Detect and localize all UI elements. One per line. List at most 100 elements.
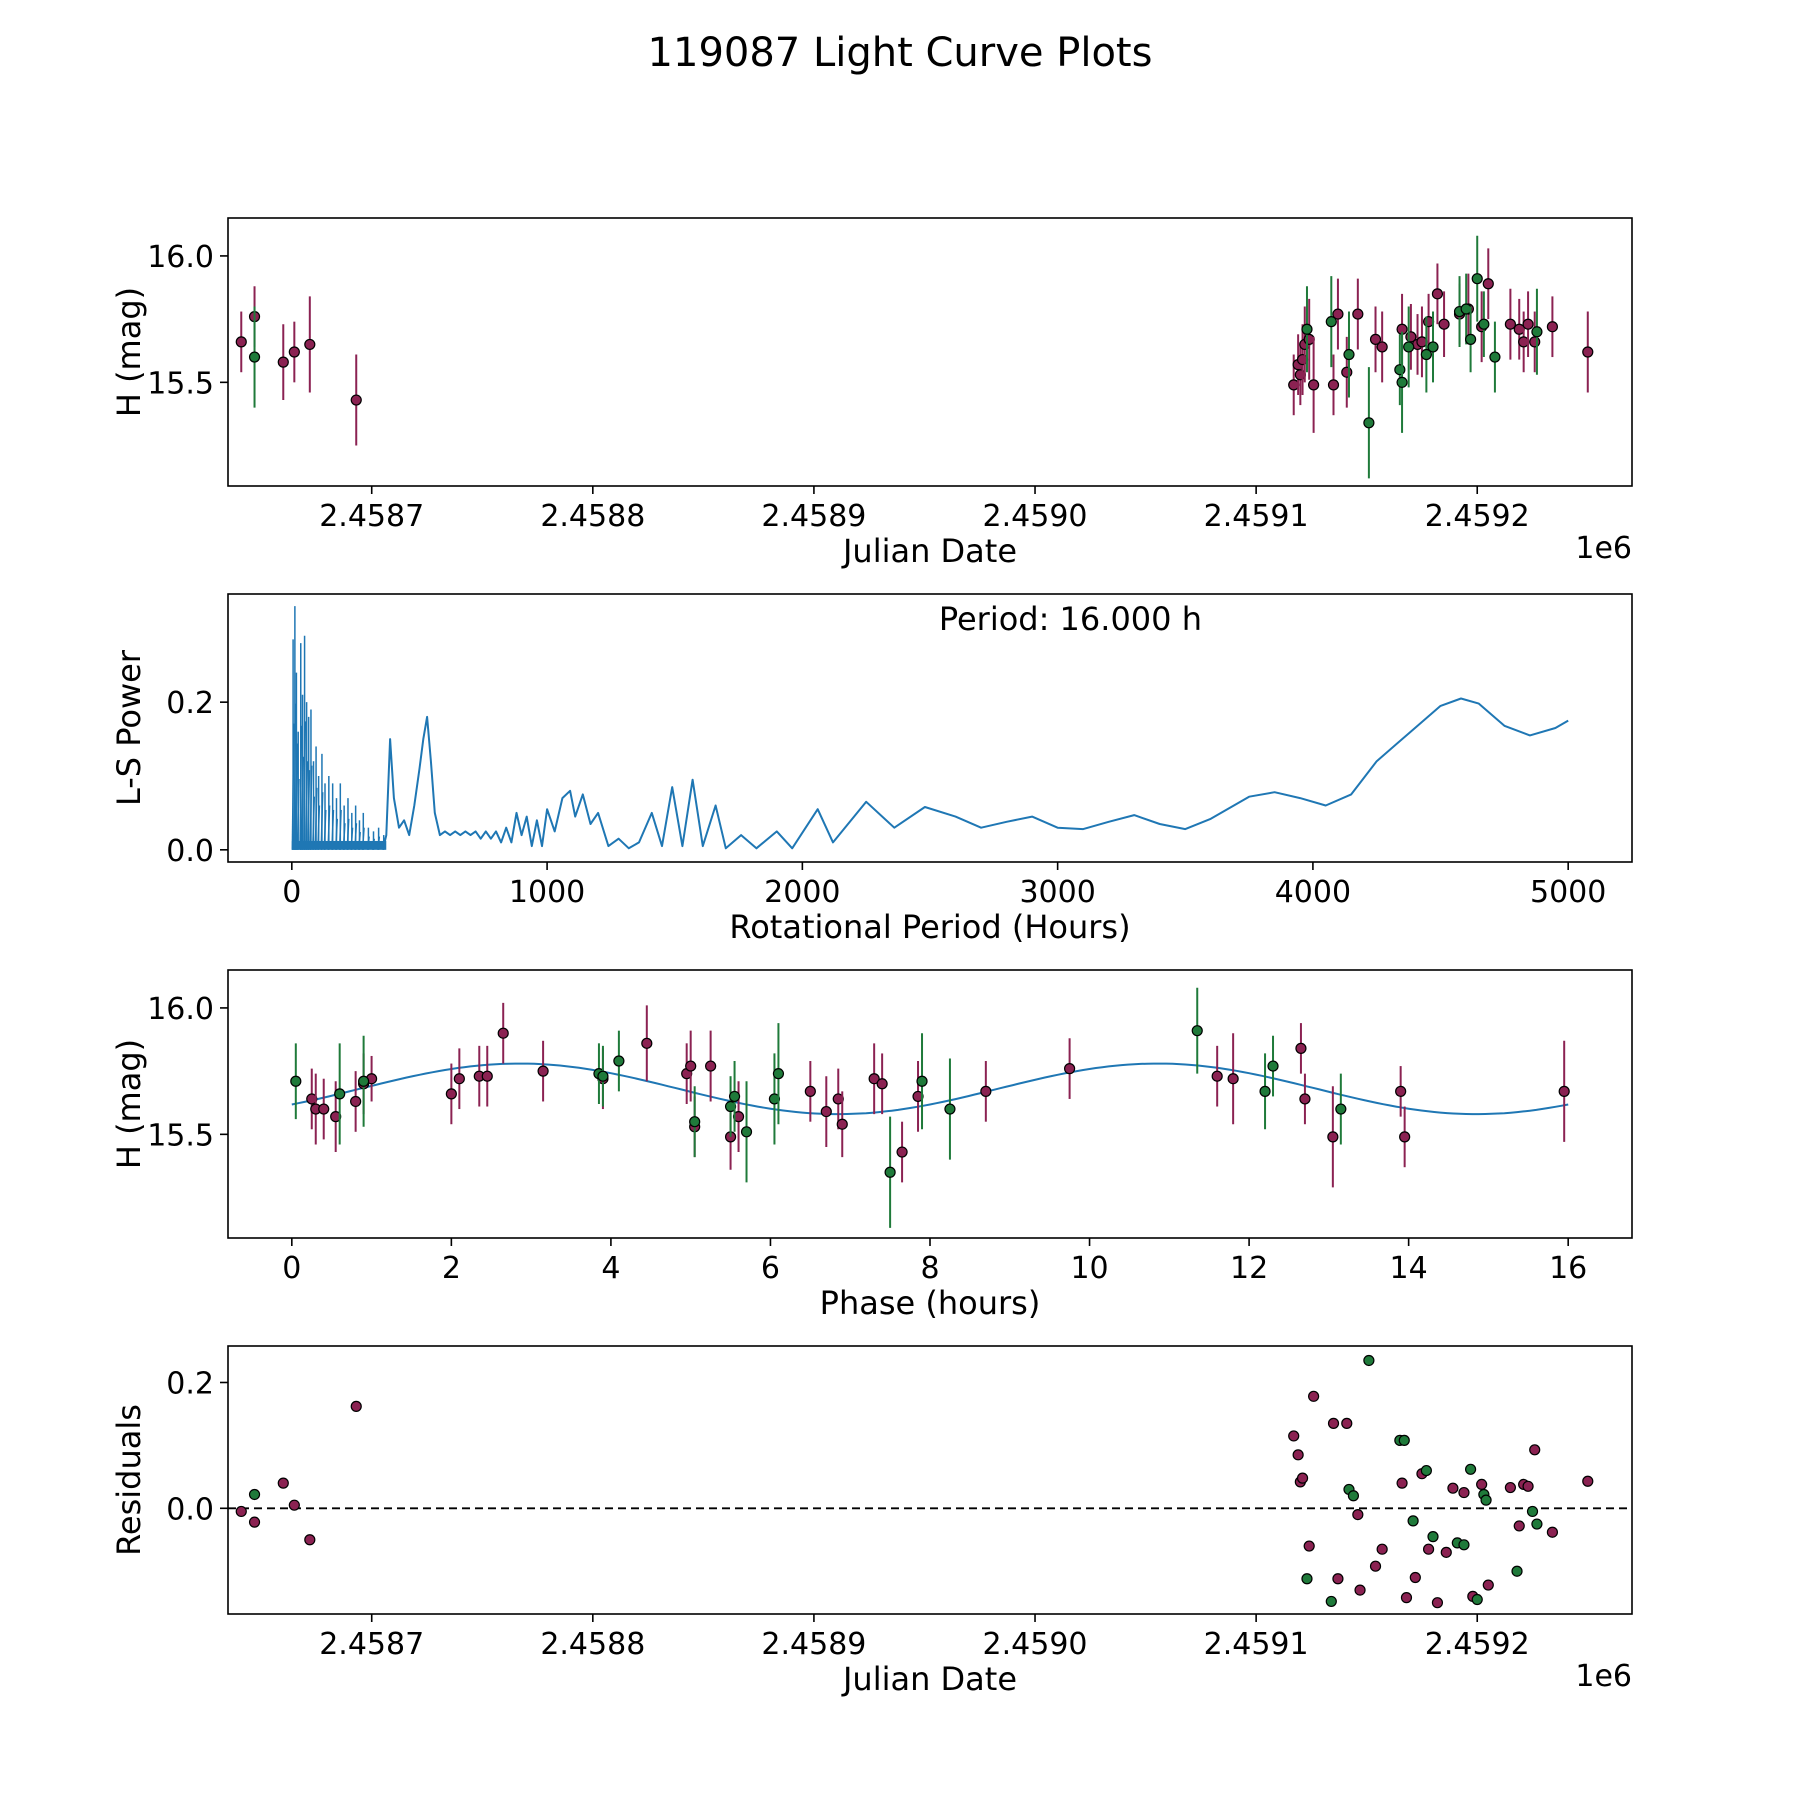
data-point	[481, 1070, 493, 1082]
data-point	[1325, 316, 1337, 328]
data-point	[1396, 376, 1408, 388]
data-point	[1227, 1073, 1239, 1085]
period-annotation: Period: 16.000 h	[939, 600, 1202, 638]
data-point	[1399, 1131, 1411, 1143]
data-point	[1546, 321, 1559, 333]
data-point	[1471, 1593, 1483, 1606]
data-point	[1327, 1417, 1340, 1429]
data-point	[497, 1027, 509, 1039]
data-point	[1531, 326, 1543, 338]
data-point	[1296, 1472, 1309, 1484]
data-point	[453, 1073, 465, 1085]
data-point	[1522, 318, 1534, 330]
data-point	[1267, 1060, 1279, 1072]
axes-frame	[227, 217, 1633, 487]
data-point	[1299, 1093, 1311, 1105]
data-point	[1363, 417, 1375, 429]
data-point	[1332, 308, 1344, 320]
plot-area	[290, 987, 1570, 1228]
y-tick-label: 15.5	[147, 366, 214, 401]
x-offset-label: 1e6	[1575, 531, 1632, 566]
series-filter-green	[248, 1354, 1543, 1608]
data-point	[1325, 1595, 1337, 1608]
data-point	[248, 1516, 261, 1528]
x-tick-label: 2.4589	[761, 1627, 866, 1662]
data-point	[1422, 1543, 1435, 1555]
data-point	[1064, 1063, 1076, 1075]
data-point	[288, 1499, 300, 1511]
data-point	[1369, 333, 1382, 345]
y-tick-label: 0.0	[166, 1492, 214, 1527]
data-point	[896, 1146, 908, 1158]
y-axis-label: H (mag)	[110, 1039, 148, 1169]
x-tick-label: 2.4591	[1204, 499, 1309, 534]
periodogram-spike	[307, 770, 311, 850]
series-filter-green	[248, 235, 1543, 479]
x-axis-label: Phase (hours)	[820, 1284, 1041, 1322]
periodogram-line	[382, 697, 1569, 850]
data-point	[1531, 1518, 1543, 1530]
x-tick-label: 2.4590	[983, 499, 1088, 534]
periodogram-spike	[309, 765, 313, 850]
data-point	[1295, 1042, 1307, 1054]
x-tick-label: 2.4589	[761, 499, 866, 534]
x-tick-label: 0	[282, 1251, 301, 1286]
data-point	[1464, 333, 1477, 345]
data-point	[334, 1088, 346, 1100]
periodogram-spike	[320, 792, 324, 850]
x-tick-label: 2.4588	[540, 1627, 645, 1662]
data-point	[1431, 288, 1444, 300]
data-point	[1211, 1070, 1223, 1082]
data-point	[1308, 1390, 1320, 1402]
data-point	[1546, 1526, 1559, 1538]
x-axis-label: Julian Date	[841, 532, 1017, 570]
data-point	[1420, 1464, 1432, 1477]
panel-residuals: 2.4587 2.4588 2.4589 2.4590 2.4591 2.4592 0.0 0…	[110, 1345, 1633, 1698]
x-axis-label: Rotational Period (Hours)	[729, 908, 1130, 946]
panel-phased-light-curve: 0 2 4 6 8 10 12 14 16 15.5 16.0 Phase (hours) H (mag…	[110, 969, 1633, 1322]
data-point	[832, 1093, 844, 1105]
data-point	[1335, 1103, 1347, 1115]
data-point	[1301, 1573, 1313, 1585]
x-tick-label: 16	[1549, 1251, 1587, 1286]
data-point	[1482, 278, 1494, 290]
data-point	[288, 346, 300, 358]
data-point	[290, 1075, 302, 1087]
data-point	[1369, 1560, 1382, 1572]
data-point	[1464, 1463, 1477, 1475]
data-point	[1327, 1131, 1339, 1143]
data-point	[1480, 1494, 1492, 1506]
y-tick-label: 16.0	[147, 240, 214, 275]
data-point	[689, 1116, 701, 1128]
x-tick-label: 2.4590	[983, 1627, 1088, 1662]
data-point	[1354, 1584, 1366, 1596]
data-point	[1438, 318, 1450, 330]
periodogram-spike	[305, 761, 309, 850]
y-axis-label: H (mag)	[110, 287, 148, 417]
data-point	[1526, 1505, 1539, 1518]
data-point	[248, 351, 261, 363]
data-point	[732, 1111, 745, 1123]
data-point	[1394, 364, 1406, 376]
data-point	[724, 1100, 737, 1113]
data-point	[350, 1095, 362, 1108]
x-offset-label: 1e6	[1575, 1659, 1632, 1694]
data-point	[1301, 323, 1313, 335]
data-point	[884, 1166, 896, 1178]
x-axis-label: Julian Date	[841, 1660, 1017, 1698]
periodogram-dense-band	[291, 840, 387, 850]
y-axis-label: L-S Power	[110, 649, 148, 806]
panel-light-curve: 2.4587 2.4588 2.4589 2.4590 2.4591 2.4592 15.5…	[110, 217, 1633, 570]
data-point	[235, 1505, 247, 1518]
x-tick-label: 2.4592	[1425, 499, 1530, 534]
x-tick-label: 3000	[1019, 875, 1095, 910]
y-tick-label: 0.2	[166, 686, 214, 721]
data-point	[944, 1103, 956, 1115]
axes-frame	[227, 1345, 1633, 1615]
data-point	[1447, 1482, 1459, 1494]
x-tick-label: 2.4591	[1204, 1627, 1309, 1662]
axes-frame	[227, 969, 1633, 1239]
data-point	[916, 1075, 928, 1087]
x-tick-label: 2.4587	[319, 499, 424, 534]
data-point	[277, 356, 289, 368]
